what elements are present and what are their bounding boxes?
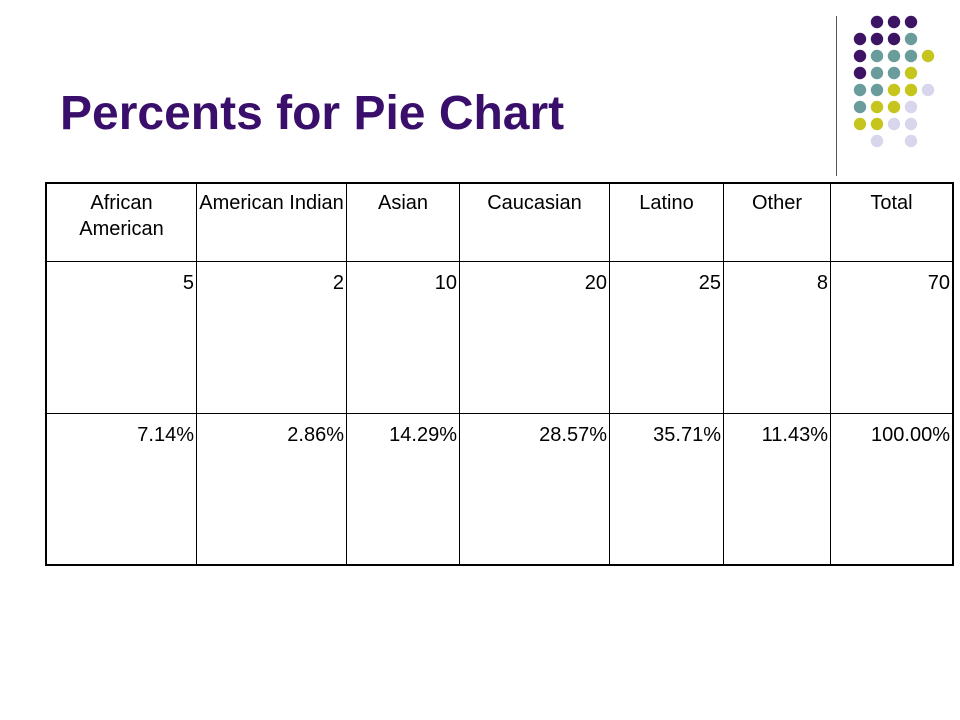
decorative-vertical-rule — [836, 16, 837, 176]
logo-dot — [887, 66, 901, 80]
percent-total: 100.00% — [830, 413, 953, 565]
header-other: Other — [723, 183, 831, 262]
count-asian: 10 — [346, 261, 460, 414]
logo-dot — [904, 100, 918, 114]
header-total: Total — [830, 183, 953, 262]
table-row-counts: 5 2 10 20 25 8 70 — [46, 261, 953, 414]
logo-dot — [887, 100, 901, 114]
table-row-percents: 7.14% 2.86% 14.29% 28.57% 35.71% 11.43% … — [46, 413, 953, 565]
logo-dot — [853, 117, 867, 131]
logo-dot — [870, 100, 884, 114]
logo-dot — [904, 32, 918, 46]
count-african-american: 5 — [46, 261, 197, 414]
logo-dot — [853, 83, 867, 97]
logo-dot — [887, 83, 901, 97]
logo-dot — [904, 66, 918, 80]
percent-caucasian: 28.57% — [459, 413, 610, 565]
percent-other: 11.43% — [723, 413, 831, 565]
logo-dot — [853, 100, 867, 114]
logo-dot — [921, 49, 935, 63]
logo-dot — [921, 83, 935, 97]
percent-american-indian: 2.86% — [196, 413, 347, 565]
count-total: 70 — [830, 261, 953, 414]
logo-dot — [887, 32, 901, 46]
logo-dot — [870, 49, 884, 63]
logo-dot — [904, 15, 918, 29]
percent-latino: 35.71% — [609, 413, 724, 565]
header-caucasian: Caucasian — [459, 183, 610, 262]
count-latino: 25 — [609, 261, 724, 414]
dot-grid-logo-icon — [853, 15, 935, 148]
logo-dot — [904, 117, 918, 131]
logo-dot — [853, 32, 867, 46]
logo-dot — [887, 15, 901, 29]
header-african-american: African American — [46, 183, 197, 262]
logo-dot — [870, 66, 884, 80]
table-header-row: African American American Indian Asian C… — [46, 183, 953, 262]
logo-dot — [853, 49, 867, 63]
logo-dot — [870, 32, 884, 46]
count-american-indian: 2 — [196, 261, 347, 414]
logo-dot — [870, 134, 884, 148]
header-asian: Asian — [346, 183, 460, 262]
count-caucasian: 20 — [459, 261, 610, 414]
count-other: 8 — [723, 261, 831, 414]
percent-african-american: 7.14% — [46, 413, 197, 565]
percent-asian: 14.29% — [346, 413, 460, 565]
logo-dot — [870, 83, 884, 97]
logo-dot — [904, 83, 918, 97]
header-american-indian: American Indian — [196, 183, 347, 262]
ethnicity-percent-table: African American American Indian Asian C… — [45, 182, 954, 566]
slide-title: Percents for Pie Chart — [60, 87, 565, 140]
logo-dot — [904, 134, 918, 148]
logo-dot — [870, 15, 884, 29]
logo-dot — [887, 49, 901, 63]
logo-dot — [904, 49, 918, 63]
logo-dot — [887, 117, 901, 131]
logo-dot — [870, 117, 884, 131]
logo-dot — [853, 66, 867, 80]
header-latino: Latino — [609, 183, 724, 262]
